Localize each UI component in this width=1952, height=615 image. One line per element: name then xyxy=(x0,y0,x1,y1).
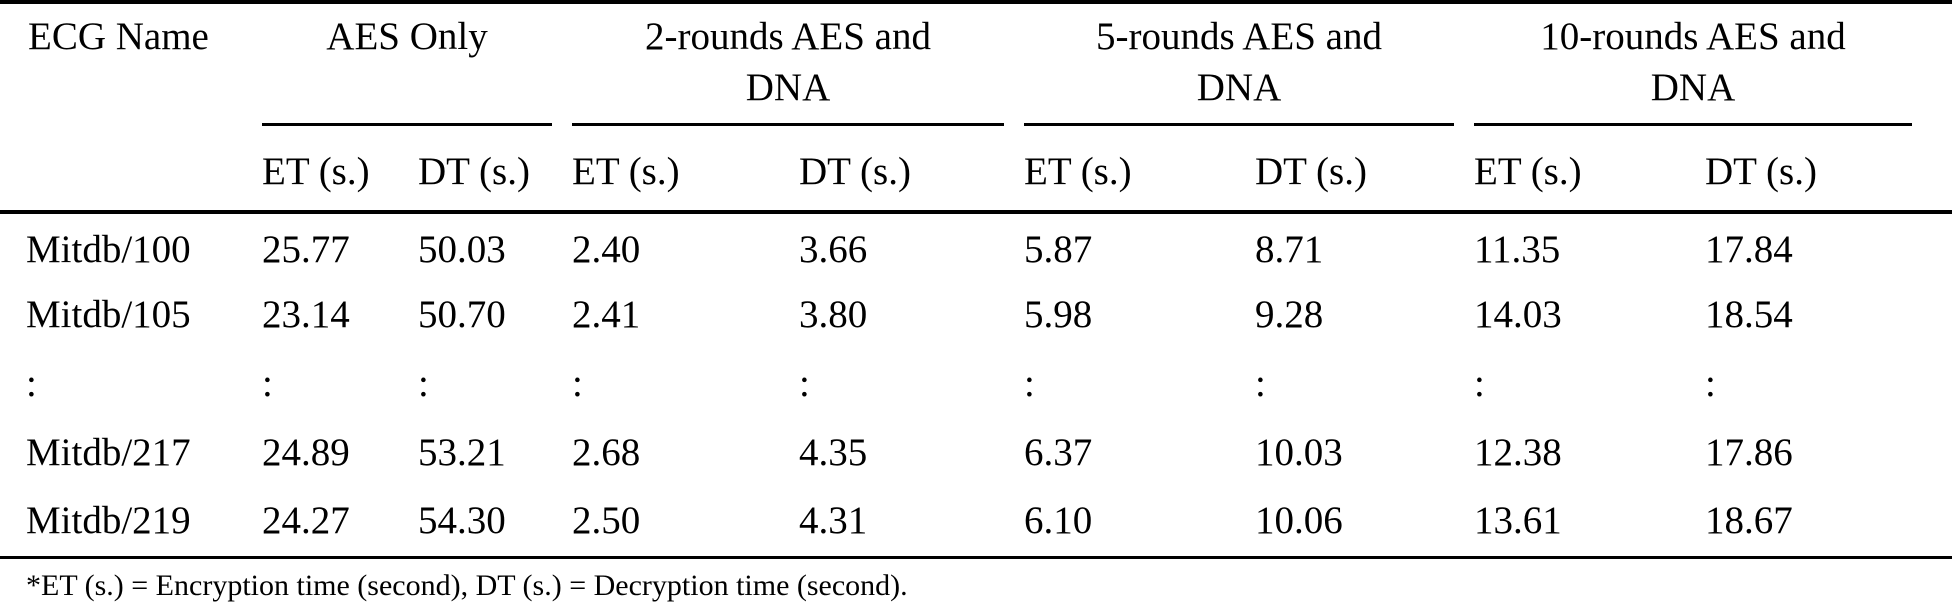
cell: : xyxy=(262,362,273,406)
row-name: Mitdb/217 xyxy=(26,431,191,475)
group-header-5-rounds-aes-dna: 5-rounds AES and DNA xyxy=(1024,2,1474,126)
group-title-line1: AES Only xyxy=(326,15,488,58)
subheader-row: ET (s.) DT (s.) ET (s.) DT (s.) ET (s.) … xyxy=(0,126,1952,214)
cell: : xyxy=(1024,362,1035,406)
cell: 8.71 xyxy=(1255,228,1324,272)
cell: 6.10 xyxy=(1024,499,1093,543)
table-header: ECG Name AES Only 2-rounds AES and DNA 5… xyxy=(0,2,1952,214)
subheader-dt: DT (s.) xyxy=(1255,126,1474,214)
row-name: : xyxy=(26,362,37,406)
cell: 11.35 xyxy=(1474,228,1561,272)
cell: 2.50 xyxy=(572,499,641,543)
row-name: Mitdb/219 xyxy=(26,499,191,543)
group-title-line2: DNA xyxy=(1196,65,1282,109)
table-row: Mitdb/219 24.27 54.30 2.50 4.31 6.10 10.… xyxy=(0,488,1952,557)
subheader-et: ET (s.) xyxy=(572,126,799,214)
subheader-et: ET (s.) xyxy=(1474,126,1705,214)
group-title-line1: 5-rounds AES and xyxy=(1096,15,1382,58)
cell: 18.54 xyxy=(1705,293,1793,337)
cell: 17.84 xyxy=(1705,228,1793,272)
cell: 50.03 xyxy=(418,228,506,272)
cell: 10.06 xyxy=(1255,499,1343,543)
cell: 4.35 xyxy=(799,431,868,475)
table-footnote: *ET (s.) = Encryption time (second), DT … xyxy=(26,568,908,602)
table-row: Mitdb/105 23.14 50.70 2.41 3.80 5.98 9.2… xyxy=(0,281,1952,350)
cell: 3.80 xyxy=(799,293,868,337)
subheader-dt: DT (s.) xyxy=(1705,126,1952,214)
table-body: Mitdb/100 25.77 50.03 2.40 3.66 5.87 8.7… xyxy=(0,212,1952,557)
cell: 12.38 xyxy=(1474,431,1562,475)
group-title-line1: 2-rounds AES and xyxy=(645,15,931,58)
cell: 24.27 xyxy=(262,499,350,543)
cell: 18.67 xyxy=(1705,499,1793,543)
table-row: Mitdb/217 24.89 53.21 2.68 4.35 6.37 10.… xyxy=(0,419,1952,488)
row-name: Mitdb/100 xyxy=(26,228,191,272)
cell: 25.77 xyxy=(262,228,350,272)
cell: 17.86 xyxy=(1705,431,1793,475)
cell: 2.68 xyxy=(572,431,641,475)
group-header-row: ECG Name AES Only 2-rounds AES and DNA 5… xyxy=(0,2,1952,214)
group-title-line2: DNA xyxy=(745,65,831,109)
cell: : xyxy=(1474,362,1485,406)
table-row: Mitdb/100 25.77 50.03 2.40 3.66 5.87 8.7… xyxy=(0,212,1952,281)
subheader-dt: DT (s.) xyxy=(799,126,1024,214)
encryption-decryption-time-table: ECG Name AES Only 2-rounds AES and DNA 5… xyxy=(0,0,1952,559)
cell: 24.89 xyxy=(262,431,350,475)
cell: 14.03 xyxy=(1474,293,1562,337)
subheader-dt: DT (s.) xyxy=(418,126,572,214)
group-header-aes-only: AES Only xyxy=(262,2,572,126)
cell: : xyxy=(1255,362,1266,406)
cell: : xyxy=(799,362,810,406)
col-header-ecg-name: ECG Name xyxy=(0,2,262,214)
cell: 2.40 xyxy=(572,228,641,272)
cell: 5.87 xyxy=(1024,228,1093,272)
row-name: Mitdb/105 xyxy=(26,293,191,337)
cell: 10.03 xyxy=(1255,431,1343,475)
cell: 6.37 xyxy=(1024,431,1093,475)
cell: : xyxy=(1705,362,1716,406)
cell: 23.14 xyxy=(262,293,350,337)
cell: 3.66 xyxy=(799,228,868,272)
subheader-et: ET (s.) xyxy=(1024,126,1255,214)
cell: : xyxy=(572,362,583,406)
cell: 50.70 xyxy=(418,293,506,337)
group-title-line1: 10-rounds AES and xyxy=(1540,15,1846,58)
group-header-10-rounds-aes-dna: 10-rounds AES and DNA xyxy=(1474,2,1952,126)
group-title-line2: DNA xyxy=(1650,65,1736,109)
table-row-ellipsis: : : : : : : : : : xyxy=(0,350,1952,419)
cell: 4.31 xyxy=(799,499,868,543)
cell: 53.21 xyxy=(418,431,506,475)
subheader-et: ET (s.) xyxy=(262,126,418,214)
cell: 2.41 xyxy=(572,293,641,337)
cell: 54.30 xyxy=(418,499,506,543)
cell: : xyxy=(418,362,429,406)
cell: 5.98 xyxy=(1024,293,1093,337)
cell: 9.28 xyxy=(1255,293,1324,337)
cell: 13.61 xyxy=(1474,499,1562,543)
group-header-2-rounds-aes-dna: 2-rounds AES and DNA xyxy=(572,2,1024,126)
